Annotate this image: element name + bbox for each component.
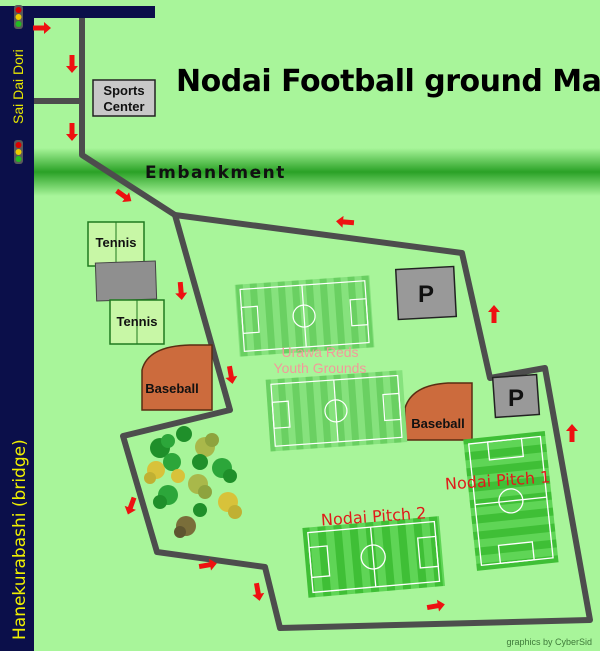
nodai-pitch-2-field [302,516,445,598]
nodai-pitch-1-field [463,430,559,571]
tennis-gray-court [94,260,158,302]
baseball-field-west: Baseball [141,344,213,411]
road-sai-dai-dori [0,18,34,150]
map-title: Nodai Football ground Map [176,64,600,99]
direction-arrow-icon [252,582,265,601]
direction-arrow-icon [426,599,445,612]
sports-center-building [92,79,156,117]
traffic-light-lower-icon [14,140,23,164]
parking-label-1: P [418,281,434,308]
direction-arrow-icon [175,281,188,300]
tree-grove [144,426,242,538]
direction-arrow-icon [66,123,78,141]
sports-center-label-line1: Sports [103,83,144,98]
tennis-label-1: Tennis [96,235,137,250]
tennis-label-2: Tennis [117,314,158,329]
walking-path [34,18,593,631]
graphics-credit: graphics by CyberSid [506,637,592,647]
sports-center-label-line2: Center [103,99,144,114]
road-top [0,6,155,18]
baseball-label-west: Baseball [145,381,198,396]
youth-grounds-label-line1: Urawa Reds [281,344,358,360]
direction-arrow-icon [198,558,217,571]
direction-arrow-icon [225,365,238,384]
direction-arrow-icon [488,305,500,323]
direction-arrow-icon [33,22,51,34]
road-bridge [0,150,34,651]
baseball-label-east: Baseball [411,416,464,431]
youth-pitch-1 [234,275,375,357]
direction-arrow-icon [124,496,137,515]
parking-lot-2: P [491,373,541,419]
tennis-court-1: Tennis [87,221,145,267]
embankment-label: Embankment [145,163,286,183]
direction-arrow-icon [66,55,78,73]
embankment-band [0,148,600,196]
baseball-field-east: Baseball [404,382,473,441]
youth-grounds-label-line2: Youth Grounds [274,360,367,376]
parking-label-2: P [508,385,524,412]
traffic-light-top-icon [14,5,23,29]
sai-dai-dori-label: Sai Dai Dori [10,49,26,124]
youth-pitch-2 [265,370,408,452]
tennis-court-2: Tennis [109,299,165,345]
direction-arrows [33,22,578,612]
direction-arrow-icon [566,424,578,442]
direction-arrow-icon [115,188,132,203]
direction-arrow-icon [336,215,355,228]
parking-lot-1: P [394,265,458,321]
bridge-label: Hanekurabashi (bridge) [10,439,30,640]
